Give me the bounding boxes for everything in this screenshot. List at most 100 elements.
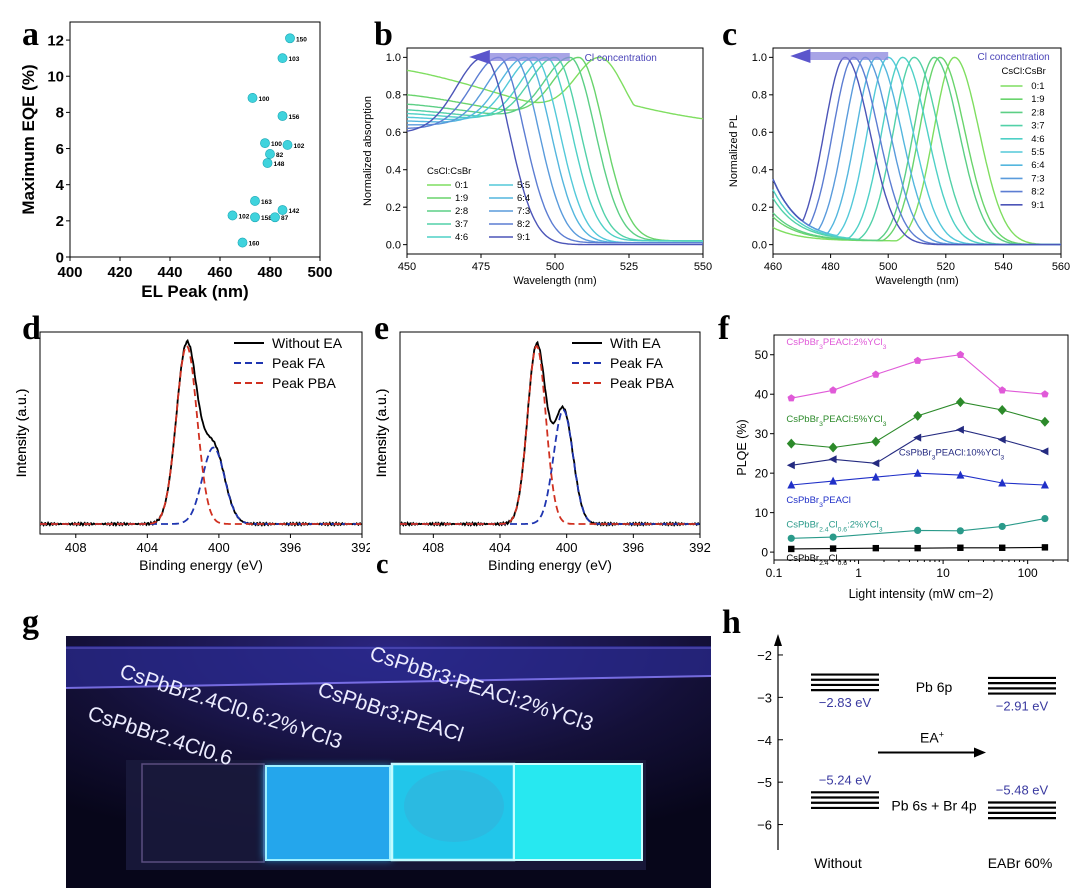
a-point-3 [277,111,288,121]
d-legend-label-0: Without EA [272,335,343,351]
f-ylabel: PLQE (%) [735,419,749,475]
h-xlabel-right: EABr 60% [988,855,1053,871]
chart-c-pl: 460 480 500 520 540 560 0.0 0.2 0.4 0.6 0.8 1.0 Wave… [728,47,1070,287]
f-ytick-label-1: 10 [755,506,769,520]
f-point-5-4 [957,544,964,551]
a-point-13 [237,237,248,248]
d-legend-label-2: Peak PBA [272,375,336,391]
b-legend-label-7: 7:3 [517,206,530,217]
d-ylabel: Intensity (a.u.) [13,389,29,478]
f-ytick-label-5: 50 [755,348,769,362]
e-plot-frame [399,331,701,535]
a-point-4 [260,138,270,149]
c-xtick-label-0: 460 [764,261,782,273]
f-point-4-5 [998,522,1006,531]
h-ytick-label-1: −3 [757,690,772,705]
a-ytick-label-2: 4 [56,177,65,194]
a-point-11 [250,212,260,223]
c-ytick-label-3: 0.6 [752,127,767,139]
c-legend-label-0: 0:1 [1031,81,1044,92]
a-point-10 [227,210,238,221]
e-legend-label-1: Peak FA [610,355,664,371]
f-ytick-label-2: 20 [755,466,769,480]
b-ytick-label-4: 0.8 [386,90,401,102]
d-ylabel: Intensity (a.u.) [13,389,29,478]
a-xtick-label-4: 480 [257,264,282,281]
b-legend-label-2: 2:8 [455,206,468,217]
f-point-4-0 [787,534,795,542]
f-point-3-0 [787,480,796,489]
e-xlabel: Binding energy (eV) [488,557,612,573]
f-point-1-6 [1040,416,1050,427]
b-series-line-4 [406,56,703,242]
f-point-1-3 [913,410,923,421]
f-point-3-5 [998,478,1007,487]
a-ytick-label-4: 8 [56,105,64,122]
panel-label-e-stray: c [376,549,389,580]
c-ytick-label-2: 0.4 [752,165,767,177]
b-ytick-label-0: 0.0 [386,239,401,251]
f-point-3-2 [871,472,880,481]
h-band-label-top: Pb 6p [916,679,953,695]
h-y-axis-arrow [774,634,782,646]
h-ytick-label-4: −6 [757,818,772,833]
f-series-label-3: CsPbBr3PEACl [786,495,851,509]
h-ytick-label-2: −4 [757,733,772,748]
panel-label-g: g [22,604,39,641]
f-point-0-0 [787,394,796,402]
panel-label-f: f [718,310,730,347]
c-legend-label-5: 5:5 [1031,147,1044,158]
c-xtick-label-5: 560 [1052,261,1070,273]
b-ytick-label-2: 0.4 [386,165,401,177]
f-xtick-label-0: 0.1 [766,566,783,580]
sample-slide-2 [265,765,391,861]
b-xtick-label-4: 550 [694,261,712,273]
a-xtick-label-5: 500 [307,264,332,281]
b-ytick-label-1: 0.2 [386,202,401,214]
f-ytick-label-4: 40 [755,387,769,401]
b-ytick-label-3: 0.6 [386,127,401,139]
e-xtick-label-0: 408 [422,540,444,555]
c-series-line-0 [772,56,1061,246]
h-xlabel-left: Without [814,855,862,871]
c-plot-frame [772,47,1062,255]
panel-label-e: e [374,310,390,347]
f-ytick-label-3: 30 [755,427,769,441]
b-legend-label-3: 3:7 [455,219,468,230]
f-point-5-0 [788,545,795,553]
b-xtick-label-0: 450 [398,261,416,273]
chart-f-plqe: 0.1 1 10 100 0 10 20 30 40 50 Light intensity (mW … [735,334,1069,601]
f-point-2-6 [1040,447,1049,456]
b-legend-label-6: 6:4 [517,193,530,204]
h-level-label-0: −2.83 eV [819,695,872,710]
c-arrow-head [790,49,811,63]
a-point-label-4: 100 [271,141,282,148]
f-ytick-label-0: 0 [761,545,768,559]
b-xtick-label-3: 525 [620,261,638,273]
c-ytick-label-4: 0.8 [752,90,767,102]
a-point-8 [250,196,260,206]
chart-h-energy: −2 −3 −4 −5 −6 −2.83 eV −2.91 eV −5.24 eV −5.48 … [757,634,1056,871]
a-point-label-8: 163 [261,199,272,206]
b-series-line-6 [406,56,703,244]
a-xtick-label-0: 400 [57,264,82,281]
f-point-1-5 [997,405,1007,415]
h-arrow-label: EA+ [920,729,944,745]
c-legend-label-3: 3:7 [1031,121,1044,132]
c-arrow-band [810,52,889,60]
b-series-line-8 [407,56,703,244]
d-plot-frame [39,331,363,535]
f-point-0-4 [956,350,965,358]
a-point-label-3: 156 [289,114,300,121]
a-ytick-label-6: 12 [47,32,64,49]
d-legend-label-1: Peak FA [272,355,326,371]
a-point-6 [265,149,275,159]
a-point-label-10: 102 [239,213,250,220]
f-point-0-5 [998,386,1006,394]
f-point-1-1 [828,442,838,453]
f-point-5-3 [914,544,921,552]
b-xlabel: Wavelength (nm) [513,275,596,287]
a-point-label-11: 158 [261,215,272,222]
a-xtick-label-1: 420 [107,264,132,281]
a-point-label-6: 82 [276,152,284,159]
